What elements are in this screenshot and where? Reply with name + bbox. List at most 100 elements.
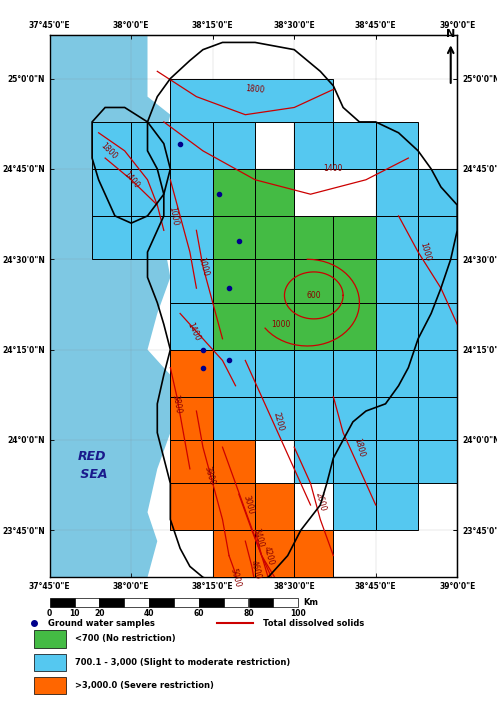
- Text: 1400: 1400: [122, 170, 141, 190]
- Text: 2600: 2600: [314, 491, 327, 512]
- Bar: [333, 259, 376, 303]
- Bar: [255, 169, 294, 216]
- Text: 2200: 2200: [271, 411, 285, 432]
- Text: Km: Km: [303, 598, 318, 608]
- Text: 3800: 3800: [203, 465, 216, 486]
- Text: 5000: 5000: [229, 567, 243, 588]
- Text: 1800: 1800: [352, 436, 366, 458]
- Bar: [50, 598, 75, 607]
- Text: 3400: 3400: [251, 527, 265, 548]
- Bar: [376, 303, 418, 350]
- Bar: [124, 598, 149, 607]
- Bar: [213, 169, 255, 216]
- Bar: [131, 122, 170, 169]
- Bar: [213, 303, 255, 350]
- Text: 700.1 - 3,000 (Slight to moderate restriction): 700.1 - 3,000 (Slight to moderate restri…: [75, 658, 290, 667]
- Bar: [255, 396, 294, 440]
- Bar: [418, 259, 457, 303]
- Text: RED
 SEA: RED SEA: [77, 450, 108, 481]
- Bar: [418, 216, 457, 259]
- Bar: [170, 216, 213, 259]
- Bar: [213, 216, 255, 259]
- Bar: [376, 169, 418, 216]
- Bar: [333, 440, 376, 484]
- Bar: [34, 654, 66, 672]
- Bar: [213, 350, 255, 396]
- Text: 10: 10: [69, 609, 80, 618]
- Bar: [376, 122, 418, 169]
- Bar: [199, 598, 224, 607]
- Bar: [170, 79, 333, 122]
- Text: 1400: 1400: [185, 321, 201, 342]
- Bar: [170, 122, 213, 169]
- Bar: [255, 484, 294, 530]
- Bar: [418, 169, 457, 216]
- Bar: [213, 530, 255, 577]
- Bar: [170, 440, 213, 484]
- Bar: [255, 530, 294, 577]
- Bar: [294, 259, 333, 303]
- Text: 60: 60: [193, 609, 204, 618]
- Bar: [376, 396, 418, 440]
- Bar: [170, 303, 213, 350]
- Polygon shape: [50, 35, 180, 577]
- Bar: [213, 259, 255, 303]
- Bar: [34, 630, 66, 648]
- Bar: [92, 216, 131, 259]
- Bar: [333, 216, 376, 259]
- Bar: [170, 350, 213, 396]
- Bar: [294, 122, 333, 169]
- Bar: [75, 598, 99, 607]
- Bar: [248, 598, 273, 607]
- Bar: [255, 259, 294, 303]
- Bar: [170, 484, 213, 530]
- Bar: [170, 169, 213, 216]
- Text: 3800: 3800: [171, 394, 183, 414]
- Text: >3,000.0 (Severe restriction): >3,000.0 (Severe restriction): [75, 681, 214, 690]
- Bar: [376, 216, 418, 259]
- Bar: [99, 598, 124, 607]
- Bar: [418, 440, 457, 484]
- Text: 20: 20: [94, 609, 105, 618]
- Text: 4200: 4200: [261, 545, 275, 566]
- Bar: [294, 216, 333, 259]
- Bar: [376, 259, 418, 303]
- Text: 1000: 1000: [271, 320, 291, 329]
- Bar: [255, 303, 294, 350]
- Bar: [170, 396, 213, 440]
- Bar: [149, 598, 174, 607]
- Bar: [376, 350, 418, 396]
- Bar: [174, 598, 199, 607]
- Text: 1000: 1000: [196, 256, 210, 277]
- Bar: [131, 169, 170, 216]
- Bar: [294, 530, 333, 577]
- Bar: [131, 216, 170, 259]
- Text: 40: 40: [144, 609, 155, 618]
- Text: 100: 100: [290, 609, 306, 618]
- Bar: [213, 396, 255, 440]
- Text: 4600: 4600: [248, 560, 262, 581]
- Bar: [92, 122, 131, 169]
- Bar: [294, 396, 333, 440]
- Bar: [418, 396, 457, 440]
- Bar: [294, 303, 333, 350]
- Text: 1400: 1400: [324, 165, 343, 173]
- Bar: [294, 350, 333, 396]
- Bar: [333, 350, 376, 396]
- Bar: [170, 350, 213, 396]
- Bar: [376, 484, 418, 530]
- Text: 1800: 1800: [245, 84, 265, 95]
- Bar: [224, 598, 248, 607]
- Bar: [418, 350, 457, 396]
- Bar: [170, 259, 213, 303]
- Bar: [418, 303, 457, 350]
- Text: Total dissolved solids: Total dissolved solids: [262, 619, 364, 627]
- Text: 1000: 1000: [418, 241, 431, 263]
- Bar: [255, 350, 294, 396]
- Text: 1800: 1800: [98, 141, 118, 161]
- Bar: [333, 396, 376, 440]
- Bar: [273, 598, 298, 607]
- Text: 600: 600: [307, 291, 321, 300]
- Bar: [333, 122, 376, 169]
- Bar: [92, 169, 131, 216]
